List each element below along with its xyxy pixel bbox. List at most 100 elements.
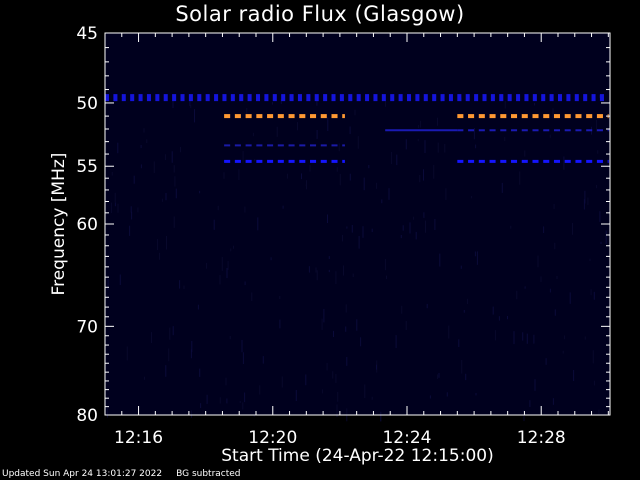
feature-0-dash [197, 94, 202, 102]
noise-speck [327, 117, 329, 131]
feature-0-dash [381, 94, 386, 102]
noise-speck [583, 199, 585, 210]
feature-0-dash [432, 94, 437, 102]
noise-speck [360, 337, 362, 347]
feature-7-dash [586, 159, 593, 163]
noise-speck [463, 310, 465, 313]
feature-6-dash [489, 129, 496, 132]
feature-0-dash [566, 94, 571, 102]
noise-speck [346, 357, 348, 366]
noise-speck [161, 198, 163, 202]
noise-speck [180, 146, 181, 153]
noise-speck [569, 292, 571, 304]
noise-speck [225, 377, 227, 386]
feature-0-dash [583, 94, 588, 102]
noise-speck [437, 374, 439, 379]
noise-speck [129, 225, 131, 236]
noise-speck [171, 151, 173, 163]
x-tick-label: 12:20 [248, 428, 297, 448]
x-tick-label: 12:24 [382, 428, 431, 448]
noise-speck [599, 211, 601, 222]
feature-2-dash [500, 114, 507, 119]
feature-0-dash [163, 94, 168, 102]
noise-speck [584, 190, 586, 204]
feature-0-dash [398, 94, 403, 102]
noise-speck [153, 161, 155, 173]
noise-speck [510, 225, 512, 229]
feature-6-dash [500, 129, 507, 132]
noise-speck [446, 392, 448, 397]
noise-speck [316, 270, 318, 281]
noise-speck [573, 370, 575, 381]
feature-7-dash [457, 159, 464, 163]
noise-speck [323, 308, 325, 323]
noise-speck [328, 256, 330, 259]
noise-speck [400, 235, 402, 239]
feature-0-dash [214, 94, 219, 102]
noise-speck [504, 137, 506, 141]
feature-3-dash [331, 144, 338, 147]
noise-speck [391, 152, 393, 165]
noise-speck [445, 188, 447, 200]
feature-3-dash [310, 144, 317, 147]
noise-speck [572, 222, 573, 235]
feature-6-dash [575, 129, 582, 132]
noise-speck [554, 309, 556, 316]
noise-speck [173, 165, 175, 173]
noise-speck [471, 196, 473, 199]
noise-speck [523, 410, 525, 422]
noise-speck [371, 228, 373, 233]
noise-speck [238, 169, 240, 181]
noise-speck [151, 332, 152, 343]
feature-6-dash [553, 129, 561, 132]
noise-speck [117, 203, 119, 213]
noise-speck [529, 400, 531, 407]
noise-speck [513, 331, 515, 345]
feature-2-dash [543, 114, 550, 119]
noise-speck [474, 251, 476, 257]
feature-4-dash [310, 159, 317, 163]
feature-0-dash [155, 94, 160, 102]
noise-speck [425, 220, 426, 233]
noise-speck [254, 159, 256, 162]
feature-3-dash [224, 144, 231, 147]
feature-1-dash [320, 114, 327, 119]
feature-4-dash [234, 159, 241, 163]
feature-6-dash [543, 129, 550, 132]
feature-7-dash [489, 159, 496, 163]
noise-speck [533, 334, 535, 344]
noise-speck [164, 154, 166, 160]
noise-speck [279, 319, 281, 329]
feature-0-dash [356, 94, 361, 102]
feature-1-dash [299, 114, 306, 119]
noise-speck [281, 376, 283, 388]
noise-speck [221, 257, 223, 271]
noise-speck [137, 207, 139, 213]
plot-background [105, 33, 610, 415]
feature-3-dash [320, 144, 327, 147]
noise-speck [592, 350, 594, 364]
noise-speck [460, 265, 462, 269]
noise-speck [251, 292, 253, 301]
feature-0-dash [457, 94, 462, 102]
noise-speck [563, 156, 565, 170]
feature-0-dash [205, 94, 210, 102]
x-axis-label: Start Time (24-Apr-22 12:15:00) [221, 446, 494, 466]
noise-speck [599, 94, 601, 98]
noise-speck [280, 98, 282, 104]
noise-speck [335, 373, 337, 383]
noise-speck [439, 253, 441, 267]
noise-speck [143, 128, 145, 133]
chart-title: Solar radio Flux (Glasgow) [175, 2, 465, 26]
noise-speck [246, 108, 248, 120]
noise-speck [461, 360, 463, 374]
noise-speck [114, 202, 116, 207]
noise-speck [363, 177, 365, 191]
feature-3-dash [245, 144, 252, 147]
noise-speck [172, 97, 174, 109]
feature-0-dash [423, 94, 428, 102]
noise-speck [227, 261, 229, 270]
feature-7-dash [532, 159, 539, 163]
feature-1-dash [288, 114, 295, 119]
feature-2-dash [521, 114, 528, 119]
